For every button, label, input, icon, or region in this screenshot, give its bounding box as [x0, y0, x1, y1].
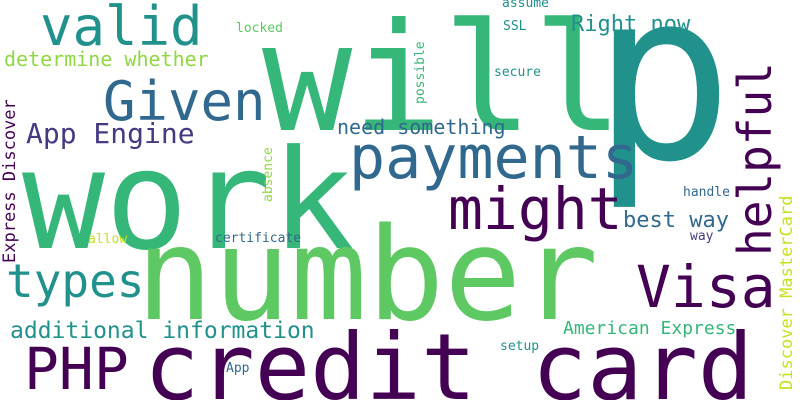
word-work: work [22, 120, 355, 281]
word-additional-information: additional information [10, 318, 315, 344]
word-payments: payments [349, 123, 638, 193]
word-visa: Visa [636, 253, 776, 321]
word-app-engine: App Engine [26, 117, 195, 150]
word-allow: allow [88, 232, 128, 247]
word-handle: handle [683, 185, 730, 200]
word-valid: valid [40, 0, 203, 58]
word-possible: possible [413, 41, 428, 104]
word-locked: locked [236, 21, 283, 36]
word-helpful: helpful [728, 62, 782, 256]
word-express-discover: Express Discover [0, 99, 20, 263]
word-number: number [136, 201, 599, 350]
word-way: way [690, 229, 714, 244]
word-setup: setup [500, 339, 540, 354]
word-right-now: Right now [571, 12, 691, 37]
word-given: Given [103, 70, 266, 133]
word-need-something: need something [337, 115, 506, 139]
word-absence: absence [261, 147, 276, 202]
word-p: p [592, 0, 734, 214]
word-best-way: best way [623, 208, 729, 233]
word-might: might [448, 175, 623, 243]
word-php: PHP [24, 335, 129, 400]
word-app: App [226, 361, 250, 376]
word-will: will [262, 0, 624, 166]
word-ssl: SSL [503, 19, 527, 34]
word-discover-mastercard: Discover MasterCard [777, 195, 797, 390]
word-types: types [6, 254, 145, 308]
word-determine-whether: determine whether [4, 47, 209, 71]
word-assume: assume [502, 0, 549, 11]
word-american-express: American Express [563, 318, 737, 339]
word-credit-card: credit card [144, 314, 754, 400]
word-certificate: certificate [215, 231, 302, 246]
word-secure: secure [494, 65, 541, 80]
